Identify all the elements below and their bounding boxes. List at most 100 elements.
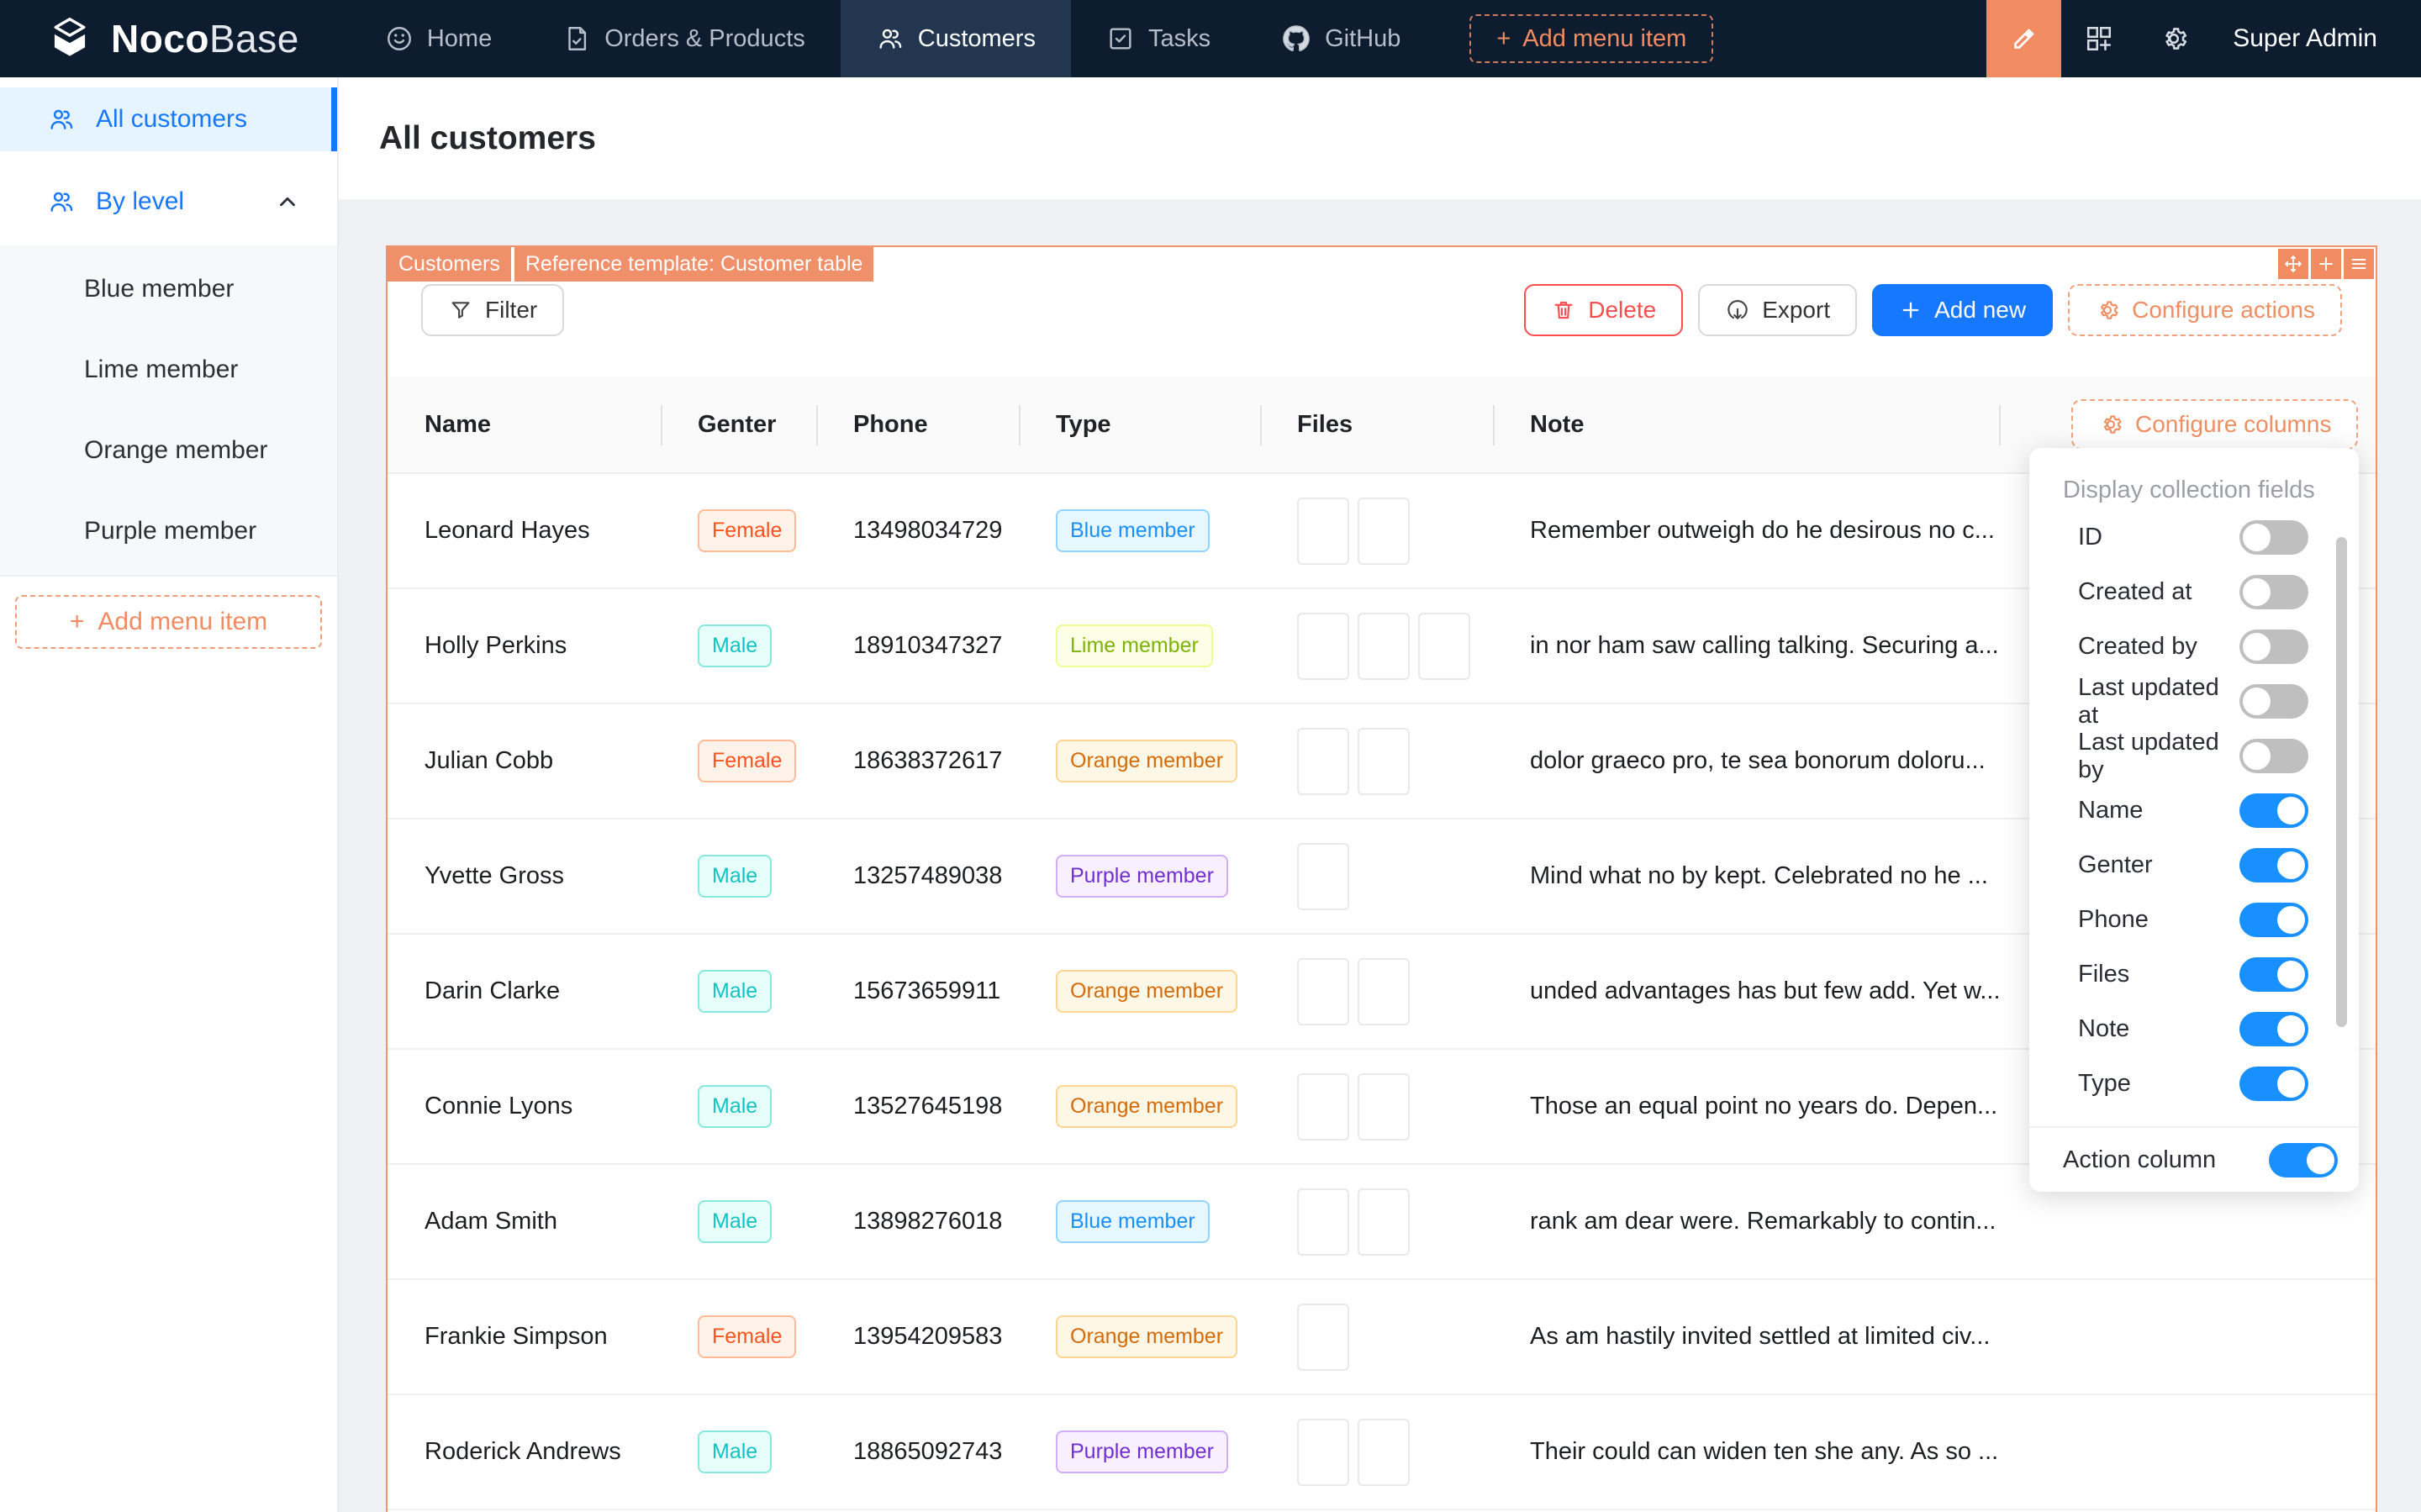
field-toggle[interactable] [2239, 684, 2308, 719]
file-attachment-thumbnail[interactable]: ♮ DOC [1418, 612, 1470, 680]
configure-columns-button[interactable]: Configure columns [2071, 399, 2359, 450]
add-block-button[interactable] [2311, 249, 2341, 279]
dropdown-field-item[interactable]: Name [2029, 783, 2359, 838]
toolbar-actions: Delete Export Add new Configure actions [1524, 284, 2342, 336]
nav-item-label: Home [426, 24, 493, 52]
cell-note: Remember outweigh do he desirous no c... [1530, 517, 1995, 544]
add-new-button[interactable]: Add new [1872, 284, 2054, 336]
dropdown-field-item[interactable]: Type [2029, 1056, 2359, 1111]
action-column-toggle[interactable] [2269, 1142, 2338, 1177]
dropdown-field-item[interactable]: Files [2029, 947, 2359, 1002]
cell-files: ♮ DOC ♮ DOC [1260, 1418, 1493, 1486]
block-designer-tags: Customers Reference template: Customer t… [388, 247, 874, 282]
filter-funnel-icon [451, 302, 470, 319]
file-attachments: ♮ DOC [1297, 842, 1349, 910]
file-attachment-thumbnail[interactable]: ♮ DOC [1297, 612, 1349, 680]
nav-item-tasks[interactable]: Tasks [1071, 0, 1246, 77]
field-toggle[interactable] [2239, 793, 2308, 828]
field-toggle[interactable] [2239, 520, 2308, 555]
gender-tag: Female [698, 740, 797, 782]
file-attachment-thumbnail[interactable]: ♮ DOC [1297, 727, 1349, 795]
dropdown-field-item[interactable]: Created at [2029, 565, 2359, 619]
dropdown-field-item[interactable]: Note [2029, 1002, 2359, 1056]
dropdown-field-item[interactable]: Created by [2029, 619, 2359, 674]
dropdown-field-item[interactable]: ID [2029, 510, 2359, 565]
file-attachment-thumbnail[interactable]: ♮ DOC [1358, 957, 1410, 1025]
column-header-phone: Phone [816, 377, 1019, 472]
file-attachment-thumbnail[interactable]: ♮ DOC [1358, 612, 1410, 680]
file-attachment-thumbnail[interactable]: ♮ DOC [1358, 497, 1410, 565]
member-type-tag: Orange member [1056, 1085, 1238, 1128]
file-attachment-thumbnail[interactable]: ♮ DOC [1297, 957, 1349, 1025]
trash-icon [1554, 301, 1573, 319]
cell-note: As am hastily invited settled at limited… [1530, 1323, 1991, 1350]
action-column-row[interactable]: Action column [2029, 1126, 2359, 1192]
sidebar-subitem-label: Lime member [84, 356, 239, 383]
cell-type: Purple member [1019, 1430, 1260, 1473]
navbar-add-menu-item-button[interactable]: + Add menu item [1469, 14, 1714, 63]
file-attachment-thumbnail[interactable]: ♮ DOC [1297, 1072, 1349, 1141]
field-label: Last updated by [2078, 728, 2219, 783]
nocobase-logo-icon [54, 18, 86, 56]
file-attachment-thumbnail[interactable]: ♮ DOC [1297, 842, 1349, 910]
field-toggle[interactable] [2239, 1012, 2308, 1046]
field-toggle[interactable] [2239, 630, 2308, 664]
export-button[interactable]: Export [1698, 284, 1858, 336]
dropdown-field-item[interactable]: Last updated by [2029, 729, 2359, 783]
block-templates-button[interactable] [2061, 0, 2136, 77]
field-toggle[interactable] [2239, 848, 2308, 882]
sidebar-subitem-level[interactable]: Orange member [0, 410, 337, 491]
sidebar-add-menu-item-button[interactable]: + Add menu item [15, 595, 322, 649]
gear-icon [2098, 412, 2123, 437]
file-attachment-thumbnail[interactable]: ♮ DOC [1358, 727, 1410, 795]
sidebar-subitem-level[interactable]: Blue member [0, 249, 337, 329]
nav-item-github[interactable]: GitHub [1246, 0, 1436, 77]
sidebar-subitem-level[interactable]: Purple member [0, 491, 337, 572]
field-toggle[interactable] [2239, 575, 2308, 609]
field-label: Created at [2078, 578, 2192, 605]
cell-name: Connie Lyons [425, 1093, 573, 1120]
dropdown-field-item[interactable]: Phone [2029, 893, 2359, 947]
file-attachment-thumbnail[interactable]: ♮ DOC [1297, 497, 1349, 565]
dropdown-field-item[interactable]: Last updated at [2029, 674, 2359, 729]
sidebar-item-by-level[interactable]: By level [0, 170, 337, 234]
nav-item-orders-products[interactable]: Orders & Products [527, 0, 841, 77]
cell-phone: 13527645198 [853, 1093, 1003, 1120]
drag-handle[interactable] [2278, 249, 2308, 279]
file-attachments: ♮ DOC ♮ DOC [1297, 612, 1470, 680]
file-attachment-thumbnail[interactable]: ♮ DOC [1358, 1418, 1410, 1486]
file-attachments: ♮ DOC ♮ DOC [1297, 727, 1410, 795]
field-toggle[interactable] [2239, 1067, 2308, 1101]
block-menu-button[interactable] [2344, 249, 2374, 279]
filter-button[interactable]: Filter [421, 284, 565, 336]
file-attachment-thumbnail[interactable]: ♮ DOC [1297, 1418, 1349, 1486]
table-toolbar: Filter Delete Export Add new Configure [421, 284, 2342, 336]
file-attachment-thumbnail[interactable]: ♮ DOC [1297, 1303, 1349, 1371]
field-toggle[interactable] [2239, 957, 2308, 992]
settings-button[interactable] [2136, 0, 2211, 77]
current-user[interactable]: Super Admin [2233, 24, 2377, 52]
dropdown-scrollbar-thumb[interactable] [2336, 537, 2347, 1027]
table-row: Holly Perkins Male 18910347327 Lime memb… [388, 589, 2376, 704]
file-attachment-thumbnail[interactable]: ♮ DOC [1297, 1188, 1349, 1256]
delete-button[interactable]: Delete [1524, 284, 1684, 336]
sidebar-subitem-level[interactable]: Lime member [0, 329, 337, 410]
ui-editor-button[interactable] [1986, 0, 2062, 77]
nav-item-home[interactable]: Home [350, 0, 527, 77]
file-attachment-thumbnail[interactable]: ♮ DOC [1358, 1188, 1410, 1256]
nocobase-logo[interactable]: NocoBase [0, 0, 350, 77]
field-toggle[interactable] [2239, 739, 2308, 773]
cell-gender: Female [661, 509, 816, 552]
team-icon [47, 105, 76, 134]
configure-actions-button[interactable]: Configure actions [2068, 284, 2342, 336]
cell-type: Blue member [1019, 1200, 1260, 1243]
nav-item-label: GitHub [1325, 24, 1401, 52]
nav-item-customers[interactable]: Customers [840, 0, 1071, 77]
file-attachment-thumbnail[interactable]: ♮ DOC [1358, 1072, 1410, 1141]
dropdown-field-item[interactable]: Genter [2029, 838, 2359, 893]
sidebar-item-all-customers[interactable]: All customers [0, 87, 337, 151]
filter-label: Filter [485, 297, 538, 323]
cell-note: Those an equal point no years do. Depen.… [1530, 1093, 1998, 1120]
field-toggle[interactable] [2239, 903, 2308, 937]
top-navbar: NocoBase Home Orders & Products Customer… [0, 0, 2421, 77]
